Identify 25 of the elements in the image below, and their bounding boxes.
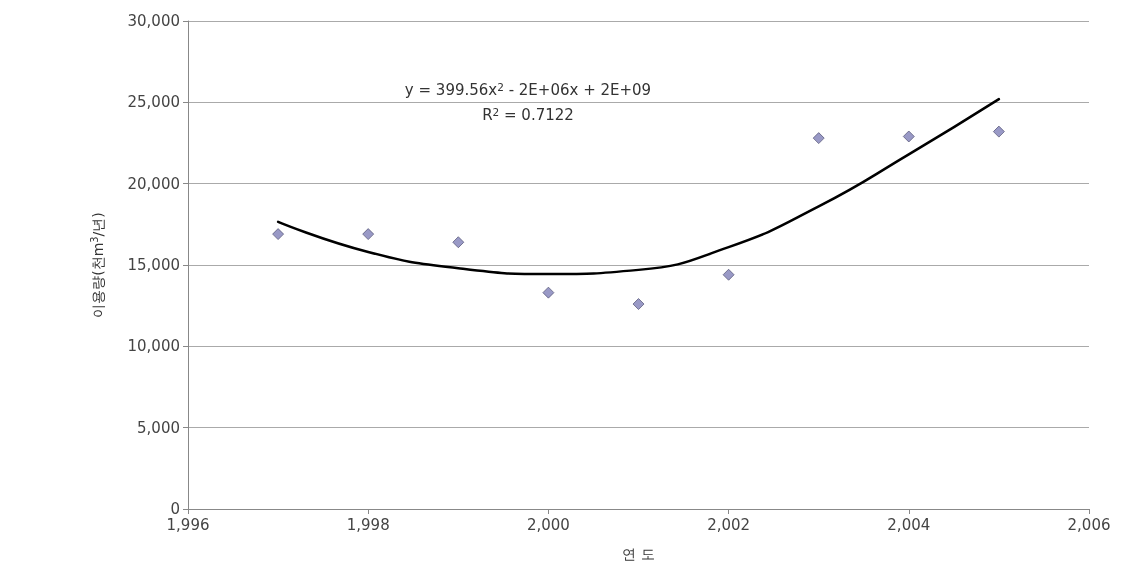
point bbox=[542, 286, 555, 299]
point bbox=[362, 228, 375, 240]
y-tick-label: 25,000 bbox=[127, 93, 180, 112]
line-series bbox=[276, 97, 1001, 276]
x-tick-label: 2,000 bbox=[526, 515, 570, 534]
x-tick-label: 2,006 bbox=[1067, 515, 1111, 534]
y-axis-title: 이용량(천m3/년) bbox=[88, 212, 106, 318]
point bbox=[722, 268, 735, 281]
x-tick-label: 2,004 bbox=[887, 515, 931, 534]
point bbox=[452, 236, 465, 249]
y-tick-label: 30,000 bbox=[127, 12, 180, 30]
point bbox=[812, 132, 825, 145]
y-tick-label: 20,000 bbox=[127, 174, 180, 193]
x-tick-label: 2,002 bbox=[707, 515, 751, 534]
y-tick-label: 15,000 bbox=[127, 256, 180, 274]
point bbox=[902, 130, 915, 143]
point bbox=[272, 228, 284, 240]
y-tick-label: 0 bbox=[170, 500, 180, 518]
y-tick-label: 5,000 bbox=[137, 418, 180, 437]
y-tick-label: 10,000 bbox=[127, 337, 180, 356]
point bbox=[632, 298, 645, 310]
x-axis-title: 연 도 bbox=[622, 546, 655, 562]
x-tick-label: 1,996 bbox=[166, 515, 210, 534]
x-tick-label: 1,998 bbox=[346, 515, 390, 534]
point bbox=[993, 125, 1005, 138]
